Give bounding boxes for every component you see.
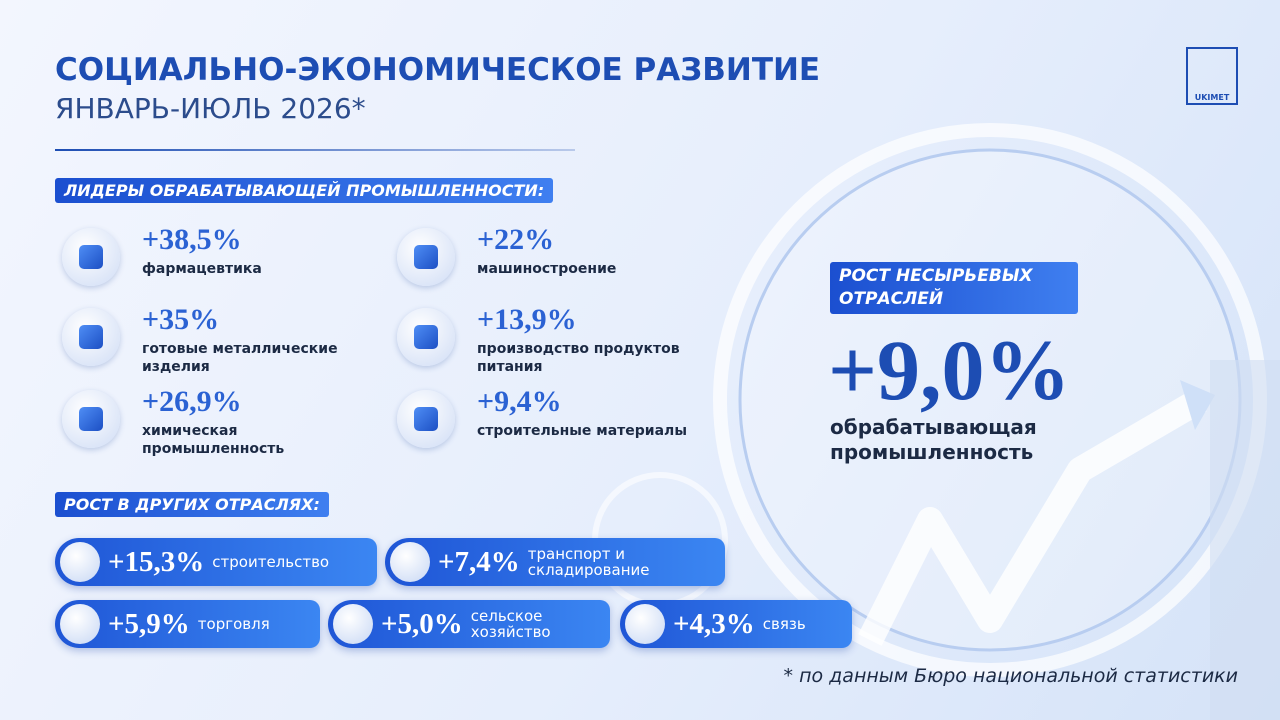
sector-icon — [60, 542, 100, 582]
footnote: * по данным Бюро национальной статистики — [783, 665, 1238, 687]
sector-icon — [333, 604, 373, 644]
sector-pill: +15,3% строительство — [55, 538, 377, 586]
item-label: фармацевтика — [142, 261, 262, 277]
sector-value: +7,4% — [438, 545, 520, 578]
highlight-value: +9,0% — [828, 322, 1071, 418]
item-label: строительные материалы — [477, 423, 687, 439]
sector-label: торговля — [197, 615, 270, 633]
sector-icon — [390, 542, 430, 582]
item-value: +22% — [477, 223, 555, 256]
logo: UKIMET — [1186, 47, 1238, 105]
sector-icon — [60, 604, 100, 644]
item-icon — [397, 308, 455, 366]
item-icon — [397, 390, 455, 448]
item-icon — [397, 228, 455, 286]
sector-icon — [625, 604, 665, 644]
item-icon — [62, 390, 120, 448]
item-label: производство продуктов питания — [477, 341, 680, 375]
sector-label: сельское хозяйство — [470, 607, 551, 641]
item-label: машиностроение — [477, 261, 617, 277]
title: СОЦИАЛЬНО-ЭКОНОМИЧЕСКОЕ РАЗВИТИЕ — [55, 52, 821, 88]
item-value: +26,9% — [142, 385, 242, 418]
sector-label: связь — [762, 615, 806, 633]
item-icon — [62, 308, 120, 366]
sector-value: +4,3% — [673, 607, 755, 640]
divider — [55, 149, 575, 151]
sector-label: строительство — [212, 553, 330, 571]
item-icon — [62, 228, 120, 286]
subtitle: ЯНВАРЬ-ИЮЛЬ 2026* — [55, 92, 366, 125]
section-tag: РОСТ В ДРУГИХ ОТРАСЛЯХ: — [55, 492, 329, 517]
item-value: +38,5% — [142, 223, 242, 256]
item-label: готовые металлические изделия — [142, 341, 338, 375]
item-label: химическая промышленность — [142, 423, 285, 457]
sector-pill: +4,3% связь — [620, 600, 852, 648]
sector-pill: +5,9% торговля — [55, 600, 320, 648]
highlight-tag: РОСТ НЕСЫРЬЕВЫХ ОТРАСЛЕЙ — [830, 262, 1078, 314]
item-value: +9,4% — [477, 385, 562, 418]
sector-pill: +5,0% сельское хозяйство — [328, 600, 610, 648]
sector-value: +15,3% — [108, 545, 205, 578]
item-value: +35% — [142, 303, 220, 336]
sector-pill: +7,4% транспорт и складирование — [385, 538, 725, 586]
section-tag: ЛИДЕРЫ ОБРАБАТЫВАЮЩЕЙ ПРОМЫШЛЕННОСТИ: — [55, 178, 554, 203]
sector-label: транспорт и складирование — [527, 545, 650, 579]
sector-value: +5,0% — [381, 607, 463, 640]
highlight-label: обрабатывающая промышленность — [830, 415, 1037, 464]
sector-value: +5,9% — [108, 607, 190, 640]
item-value: +13,9% — [477, 303, 577, 336]
